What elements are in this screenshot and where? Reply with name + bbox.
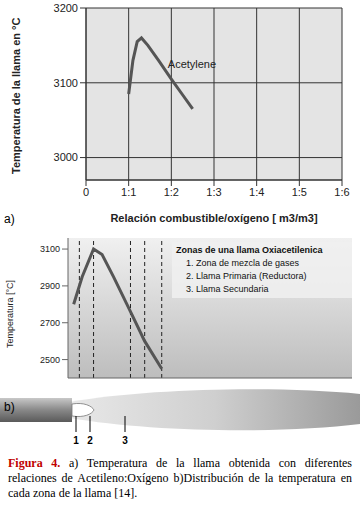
- svg-text:2700: 2700: [40, 318, 60, 328]
- html-text:a): a): [4, 212, 15, 226]
- svg-text:1:2: 1:2: [164, 186, 179, 198]
- svg-text:3200: 3200: [54, 2, 78, 14]
- svg-text:Temperatura [°C]: Temperatura [°C]: [5, 280, 15, 348]
- svg-text:0: 0: [83, 186, 89, 198]
- svg-text:2900: 2900: [40, 281, 60, 291]
- svg-text:1:5: 1:5: [292, 186, 307, 198]
- html-text:Zonas de una llama Oxiacetilen: Zonas de una llama Oxiacetilenica: [176, 245, 323, 255]
- svg-text:Temperatura de la llama en °C: Temperatura de la llama en °C: [10, 18, 22, 174]
- html-text:Figura 4. a) Temperatura de la: Figura 4. a) Temperatura de la llama obt…: [8, 456, 352, 500]
- html-text:b): b): [4, 400, 15, 414]
- html-text:1. Zona de mezcla de gases: 1. Zona de mezcla de gases: [186, 258, 300, 268]
- svg-text:3100: 3100: [54, 77, 78, 89]
- svg-text:1: 1: [73, 435, 79, 446]
- svg-text:3: 3: [122, 435, 128, 446]
- svg-text:1:1: 1:1: [121, 186, 136, 198]
- svg-text:Acetylene: Acetylene: [168, 58, 216, 70]
- svg-text:1:6: 1:6: [334, 186, 349, 198]
- html-text:3. Llama Secundaria: 3. Llama Secundaria: [186, 284, 269, 294]
- svg-text:2500: 2500: [40, 355, 60, 365]
- svg-text:3100: 3100: [40, 244, 60, 254]
- svg-text:3000: 3000: [54, 151, 78, 163]
- svg-text:1:3: 1:3: [206, 186, 221, 198]
- svg-text:1:4: 1:4: [249, 186, 264, 198]
- svg-text:2: 2: [87, 435, 93, 446]
- svg-text:Relación combustible/oxígeno [: Relación combustible/oxígeno [ m3/m3]: [110, 212, 318, 224]
- html-text:2. Llama Primaria (Reductora): 2. Llama Primaria (Reductora): [186, 271, 307, 281]
